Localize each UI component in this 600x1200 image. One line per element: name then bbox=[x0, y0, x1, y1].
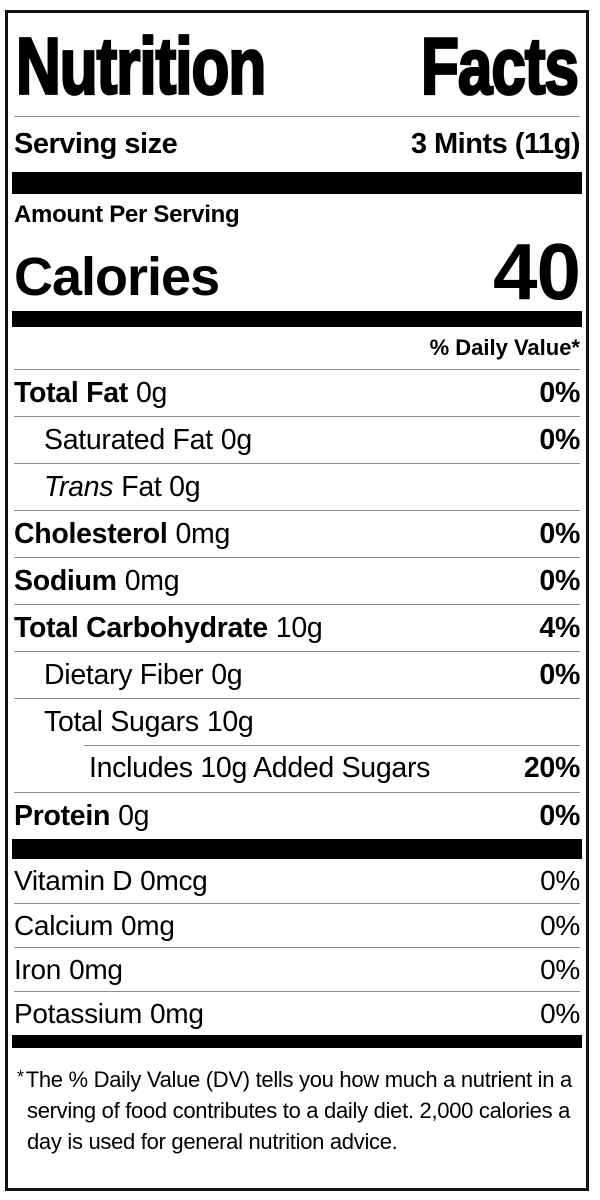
vitamin-label: Vitamin D 0mcg bbox=[14, 865, 208, 897]
nutrient-name: Trans bbox=[44, 470, 114, 503]
nutrient-name: Protein bbox=[14, 799, 111, 832]
nutrient-dv: 0% bbox=[539, 658, 580, 691]
nutrient-dv: 0% bbox=[539, 376, 580, 409]
nutrient-dv: 4% bbox=[539, 611, 580, 644]
calories-label: Calories bbox=[14, 247, 220, 307]
vitamin-name: Calcium bbox=[14, 909, 114, 941]
nutrient-row-total-carbohydrate: Total Carbohydrate 10g 4% bbox=[14, 604, 580, 651]
nutrient-amount: 0g bbox=[220, 423, 252, 456]
vitamin-amount: 0mg bbox=[121, 909, 175, 941]
nutrient-dv: 0% bbox=[539, 799, 580, 832]
nutrient-row-total-sugars: Total Sugars 10g bbox=[14, 698, 580, 745]
calories-value: 40 bbox=[493, 227, 581, 316]
nutrient-row-dietary-fiber: Dietary Fiber 0g 0% bbox=[14, 651, 580, 698]
vitamin-label: Iron 0mg bbox=[14, 954, 123, 986]
nutrient-amount: 0g bbox=[211, 658, 243, 691]
vitamin-amount: 0mcg bbox=[140, 865, 208, 896]
nutrient-dv: 20% bbox=[523, 752, 580, 784]
divider-bar-thick bbox=[12, 839, 582, 859]
nutrient-label: Trans Fat 0g bbox=[44, 470, 201, 504]
footnote-asterisk: * bbox=[17, 1067, 24, 1087]
vitamin-dv: 0% bbox=[540, 997, 580, 1029]
nutrient-row-saturated-fat: Saturated Fat 0g 0% bbox=[14, 416, 580, 463]
amount-per-serving-label: Amount Per Serving bbox=[14, 201, 240, 228]
nutrient-label: Total Fat 0g bbox=[14, 377, 167, 410]
nutrient-row-sodium: Sodium 0mg 0% bbox=[14, 557, 580, 604]
vitamin-dv: 0% bbox=[540, 909, 580, 941]
nutrient-name: Total Fat bbox=[14, 376, 128, 409]
daily-value-header: % Daily Value* bbox=[429, 335, 580, 360]
vitamin-amount: 0mg bbox=[69, 953, 123, 985]
vitamin-label: Potassium 0mg bbox=[14, 998, 204, 1030]
nutrient-name: Total Carbohydrate bbox=[14, 611, 268, 644]
nutrient-amount: 0mg bbox=[124, 564, 180, 597]
nutrient-name: Dietary Fiber bbox=[44, 658, 204, 691]
nutrient-row-protein: Protein 0g 0% bbox=[14, 792, 580, 839]
nutrient-amount: Fat 0g bbox=[121, 470, 201, 503]
nutrient-label: Saturated Fat 0g bbox=[44, 424, 252, 457]
title-word-second: Facts bbox=[420, 22, 580, 113]
nutrition-facts-label: Nutrition Facts Serving size 3 Mints (11… bbox=[5, 10, 589, 1191]
nutrient-label: Total Sugars 10g bbox=[44, 705, 254, 739]
vitamin-row-iron: Iron 0mg 0% bbox=[14, 947, 580, 991]
nutrient-dv: 0% bbox=[539, 517, 580, 550]
vitamin-label: Calcium 0mg bbox=[14, 910, 175, 942]
nutrient-label: Sodium 0mg bbox=[14, 564, 180, 598]
serving-size-value: 3 Mints (11g) bbox=[410, 128, 581, 160]
vitamin-dv: 0% bbox=[540, 953, 580, 985]
nutrient-name: Total Sugars bbox=[44, 705, 199, 738]
nutrient-amount: 10g bbox=[275, 611, 323, 644]
serving-size-label: Serving size bbox=[14, 128, 178, 160]
footnote: *The % Daily Value (DV) tells you how mu… bbox=[14, 1048, 580, 1188]
nutrient-name: Includes 10g Added Sugars bbox=[89, 752, 431, 784]
nutrient-label: Cholesterol 0mg bbox=[14, 518, 230, 551]
nutrient-label: Total Carbohydrate 10g bbox=[14, 611, 323, 645]
nutrient-name: Sodium bbox=[14, 564, 117, 597]
nutrient-label: Includes 10g Added Sugars bbox=[89, 752, 430, 785]
divider-bar-thick bbox=[12, 172, 582, 194]
nutrient-amount: 0mg bbox=[175, 517, 231, 550]
label-header: Nutrition Facts bbox=[14, 13, 580, 117]
nutrient-name: Cholesterol bbox=[14, 517, 168, 550]
nutrient-amount: 0g bbox=[135, 376, 168, 409]
title-word-first: Nutrition bbox=[15, 22, 267, 113]
divider-bar-thin bbox=[12, 1035, 582, 1048]
nutrient-dv: 0% bbox=[539, 564, 580, 597]
nutrient-name: Saturated Fat bbox=[44, 423, 213, 456]
nutrient-row-added-sugars: Includes 10g Added Sugars 20% bbox=[14, 745, 580, 792]
divider-bar-medium bbox=[12, 311, 582, 327]
nutrient-row-cholesterol: Cholesterol 0mg 0% bbox=[14, 510, 580, 557]
nutrient-label: Dietary Fiber 0g bbox=[44, 658, 243, 692]
nutrient-dv: 0% bbox=[539, 423, 580, 456]
vitamin-dv: 0% bbox=[540, 865, 580, 896]
vitamin-amount: 0mg bbox=[150, 997, 204, 1029]
nutrient-label: Protein 0g bbox=[14, 800, 149, 833]
vitamin-name: Potassium bbox=[14, 997, 143, 1029]
vitamin-row-vitamin-d: Vitamin D 0mcg 0% bbox=[14, 859, 580, 903]
vitamin-name: Iron bbox=[14, 953, 62, 985]
serving-size-row: Serving size 3 Mints (11g) bbox=[14, 117, 581, 172]
vitamin-row-calcium: Calcium 0mg 0% bbox=[14, 903, 580, 947]
nutrient-amount: 10g bbox=[206, 705, 254, 738]
nutrient-row-trans-fat: Trans Fat 0g bbox=[14, 463, 580, 510]
footnote-text: The % Daily Value (DV) tells you how muc… bbox=[25, 1067, 573, 1154]
nutrient-row-total-fat: Total Fat 0g 0% bbox=[14, 369, 580, 416]
calories-block: Amount Per Serving Calories 40 bbox=[14, 194, 581, 316]
label-title: Nutrition Facts bbox=[15, 22, 580, 113]
calories-row: Calories 40 bbox=[14, 227, 581, 316]
nutrient-amount: 0g bbox=[118, 799, 150, 832]
vitamin-row-potassium: Potassium 0mg 0% bbox=[14, 991, 580, 1035]
vitamin-name: Vitamin D bbox=[14, 865, 133, 896]
